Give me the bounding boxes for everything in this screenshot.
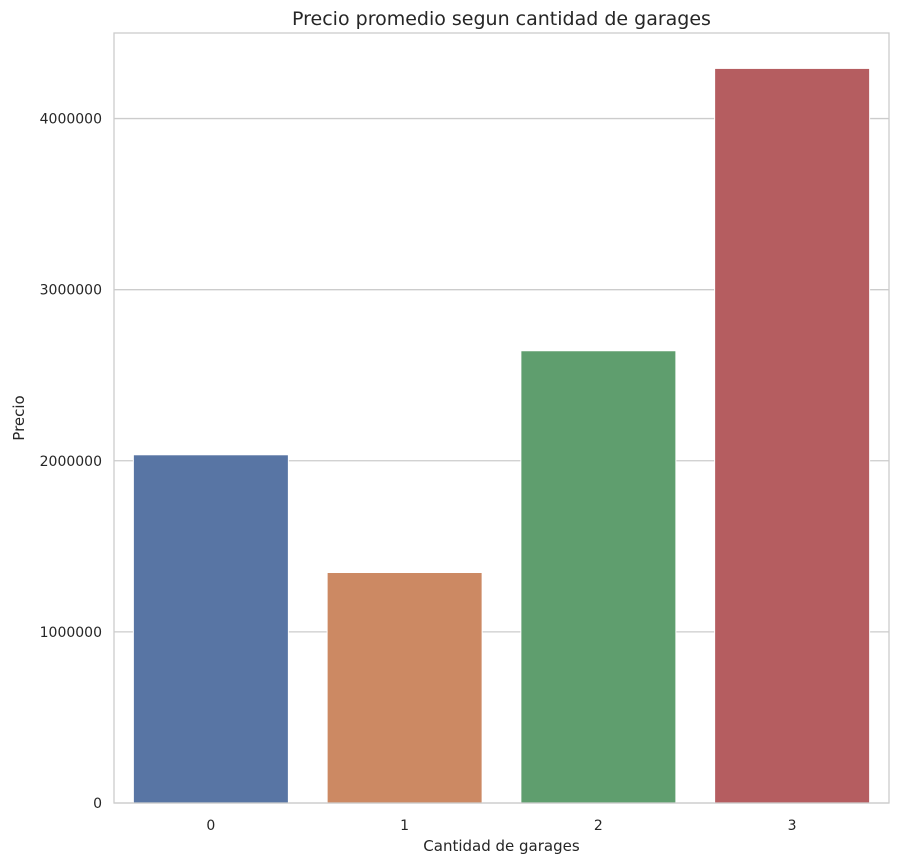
bars [132, 67, 871, 804]
bar-3 [714, 67, 871, 804]
bar-2 [520, 350, 677, 804]
y-tick-labels: 0 1000000 2000000 3000000 4000000 [40, 112, 102, 812]
axes-frame [113, 32, 890, 804]
x-axis-label: Cantidad de garages [423, 837, 580, 855]
y-tick-label: 4000000 [40, 112, 102, 128]
y-tick-label: 2000000 [40, 454, 102, 470]
chart-title: Precio promedio segun cantidad de garage… [292, 8, 711, 30]
x-tick-label: 2 [594, 818, 603, 834]
x-tick-label: 0 [206, 818, 215, 834]
y-tick-label: 0 [93, 796, 102, 812]
y-axis-label: Precio [10, 395, 28, 440]
y-tick-label: 1000000 [40, 625, 102, 641]
x-tick-labels: 0 1 2 3 [206, 818, 796, 834]
x-tick-label: 3 [788, 818, 797, 834]
x-tick-label: 1 [400, 818, 409, 834]
y-tick-label: 3000000 [40, 283, 102, 299]
bar-0 [132, 454, 289, 804]
bar-1 [326, 572, 483, 804]
